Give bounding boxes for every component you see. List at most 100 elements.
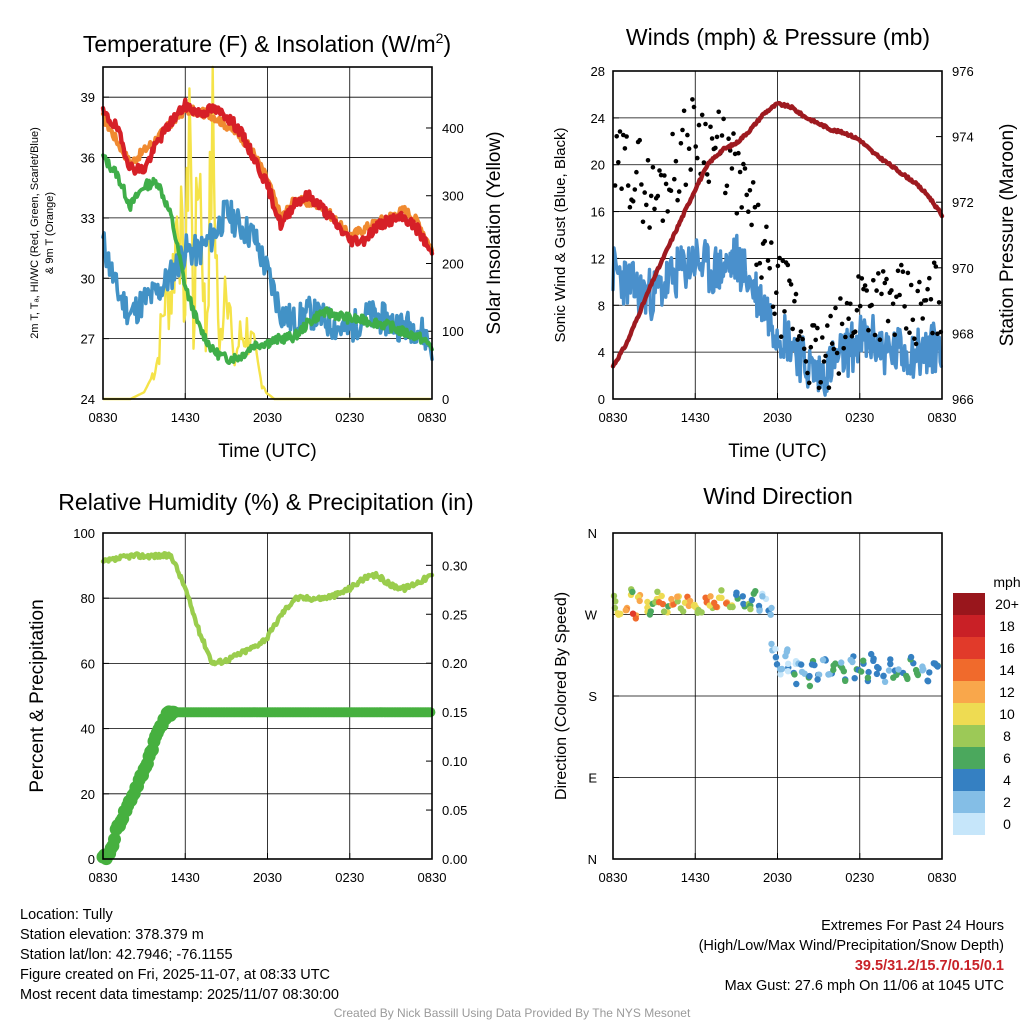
gust-point	[612, 183, 618, 188]
y2-tick-label: 976	[952, 64, 974, 79]
gust-point	[616, 160, 621, 165]
y-tick-label: 40	[81, 722, 95, 737]
gust-point	[825, 323, 830, 328]
extremes-info: Extremes For Past 24 Hours (High/Low/Max…	[699, 916, 1004, 996]
x-tick-label: 2030	[763, 870, 792, 885]
gust-point	[813, 337, 818, 343]
colorbar-label: 8	[1003, 728, 1011, 744]
gust-point	[726, 136, 731, 141]
chart-title: Temperature (F) & Insolation (W/m2)	[83, 30, 451, 57]
gust-point	[793, 291, 799, 297]
colorbar-swatch	[953, 813, 985, 835]
y2-tick-label: 200	[442, 256, 464, 271]
gust-point	[693, 144, 698, 149]
gust-point	[864, 288, 869, 293]
gust-point	[752, 204, 758, 210]
gust-point	[801, 346, 807, 352]
direction-point	[767, 611, 774, 618]
gust-point	[727, 148, 733, 153]
direction-point	[826, 671, 833, 678]
colorbar-label: 18	[999, 618, 1015, 634]
direction-point	[784, 668, 792, 675]
gust-point	[688, 167, 693, 172]
y-tick-label: E	[588, 771, 597, 786]
gust-point	[663, 181, 669, 187]
gust-point	[874, 288, 879, 293]
y2-tick-label: 0.25	[442, 607, 467, 622]
colorbar-label: 2	[1003, 794, 1011, 810]
direction-point	[768, 604, 775, 612]
gust-point	[690, 97, 695, 102]
gust-point	[655, 193, 661, 199]
y-axis-label-line2: & 9m T (Orange)	[44, 192, 56, 274]
gust-point	[749, 222, 754, 228]
direction-point	[885, 667, 893, 674]
direction-point	[674, 593, 681, 600]
gust-point	[632, 187, 638, 192]
gust-point	[908, 282, 914, 288]
gust-point	[704, 172, 710, 177]
direction-point	[904, 674, 911, 682]
y-tick-label: 24	[591, 111, 605, 126]
colorbar-swatch	[953, 593, 985, 615]
gust-point	[782, 309, 787, 314]
gust-point	[785, 262, 791, 268]
gust-point	[927, 275, 932, 281]
direction-point	[783, 648, 790, 656]
direction-point	[880, 672, 887, 679]
gust-point	[912, 336, 917, 342]
gust-point	[672, 176, 677, 182]
plot-frame	[102, 532, 433, 860]
colorbar-label: 12	[999, 684, 1015, 700]
gust-point	[792, 298, 797, 304]
direction-point	[674, 598, 681, 605]
direction-point	[622, 607, 629, 614]
direction-point	[685, 602, 692, 610]
gust-point	[931, 260, 937, 266]
direction-point	[772, 645, 779, 653]
direction-point	[713, 603, 720, 610]
credit-line: Created By Nick Bassill Using Data Provi…	[333, 1006, 691, 1020]
gust-point	[675, 197, 680, 203]
direction-point	[772, 653, 780, 661]
gust-point	[890, 301, 896, 307]
gust-point	[695, 155, 700, 161]
y-tick-label: 27	[81, 332, 95, 347]
gust-point	[660, 218, 666, 223]
gust-point	[686, 146, 692, 151]
temperature-2m-line	[100, 97, 435, 256]
elevation-label: Station elevation: 378.379 m	[20, 927, 204, 943]
gust-point	[930, 330, 935, 336]
direction-point	[691, 601, 698, 609]
gust-point	[798, 329, 804, 334]
chart-title: Winds (mph) & Pressure (mb)	[626, 24, 930, 50]
gust-point	[622, 146, 628, 151]
gust-point	[746, 209, 751, 214]
direction-point	[768, 640, 775, 648]
gust-point	[907, 330, 912, 336]
station-pressure-line	[610, 100, 945, 369]
gust-point	[729, 166, 735, 171]
x-axis-label: Time (UTC)	[218, 441, 317, 462]
x-tick-label: 2030	[763, 410, 792, 425]
insolation-line	[103, 65, 431, 401]
gust-point	[821, 359, 827, 364]
direction-point	[791, 671, 798, 678]
gust-point	[905, 270, 911, 276]
gust-point	[670, 131, 675, 137]
gust-point	[834, 350, 840, 356]
y-tick-label: 12	[591, 251, 605, 266]
gust-point	[882, 280, 888, 286]
gust-point	[854, 308, 860, 313]
direction-point	[920, 666, 927, 673]
gust-point	[723, 190, 728, 196]
colorbar-label: 20+	[995, 596, 1019, 612]
gust-point	[681, 108, 687, 114]
gust-point	[706, 179, 712, 185]
latlon-label: Station lat/lon: 42.7946; -76.1155	[20, 947, 233, 963]
relative-humidity-line	[100, 551, 435, 667]
gust-point	[892, 332, 897, 338]
y-tick-label: S	[588, 689, 597, 704]
y2-tick-label: 966	[952, 392, 974, 407]
